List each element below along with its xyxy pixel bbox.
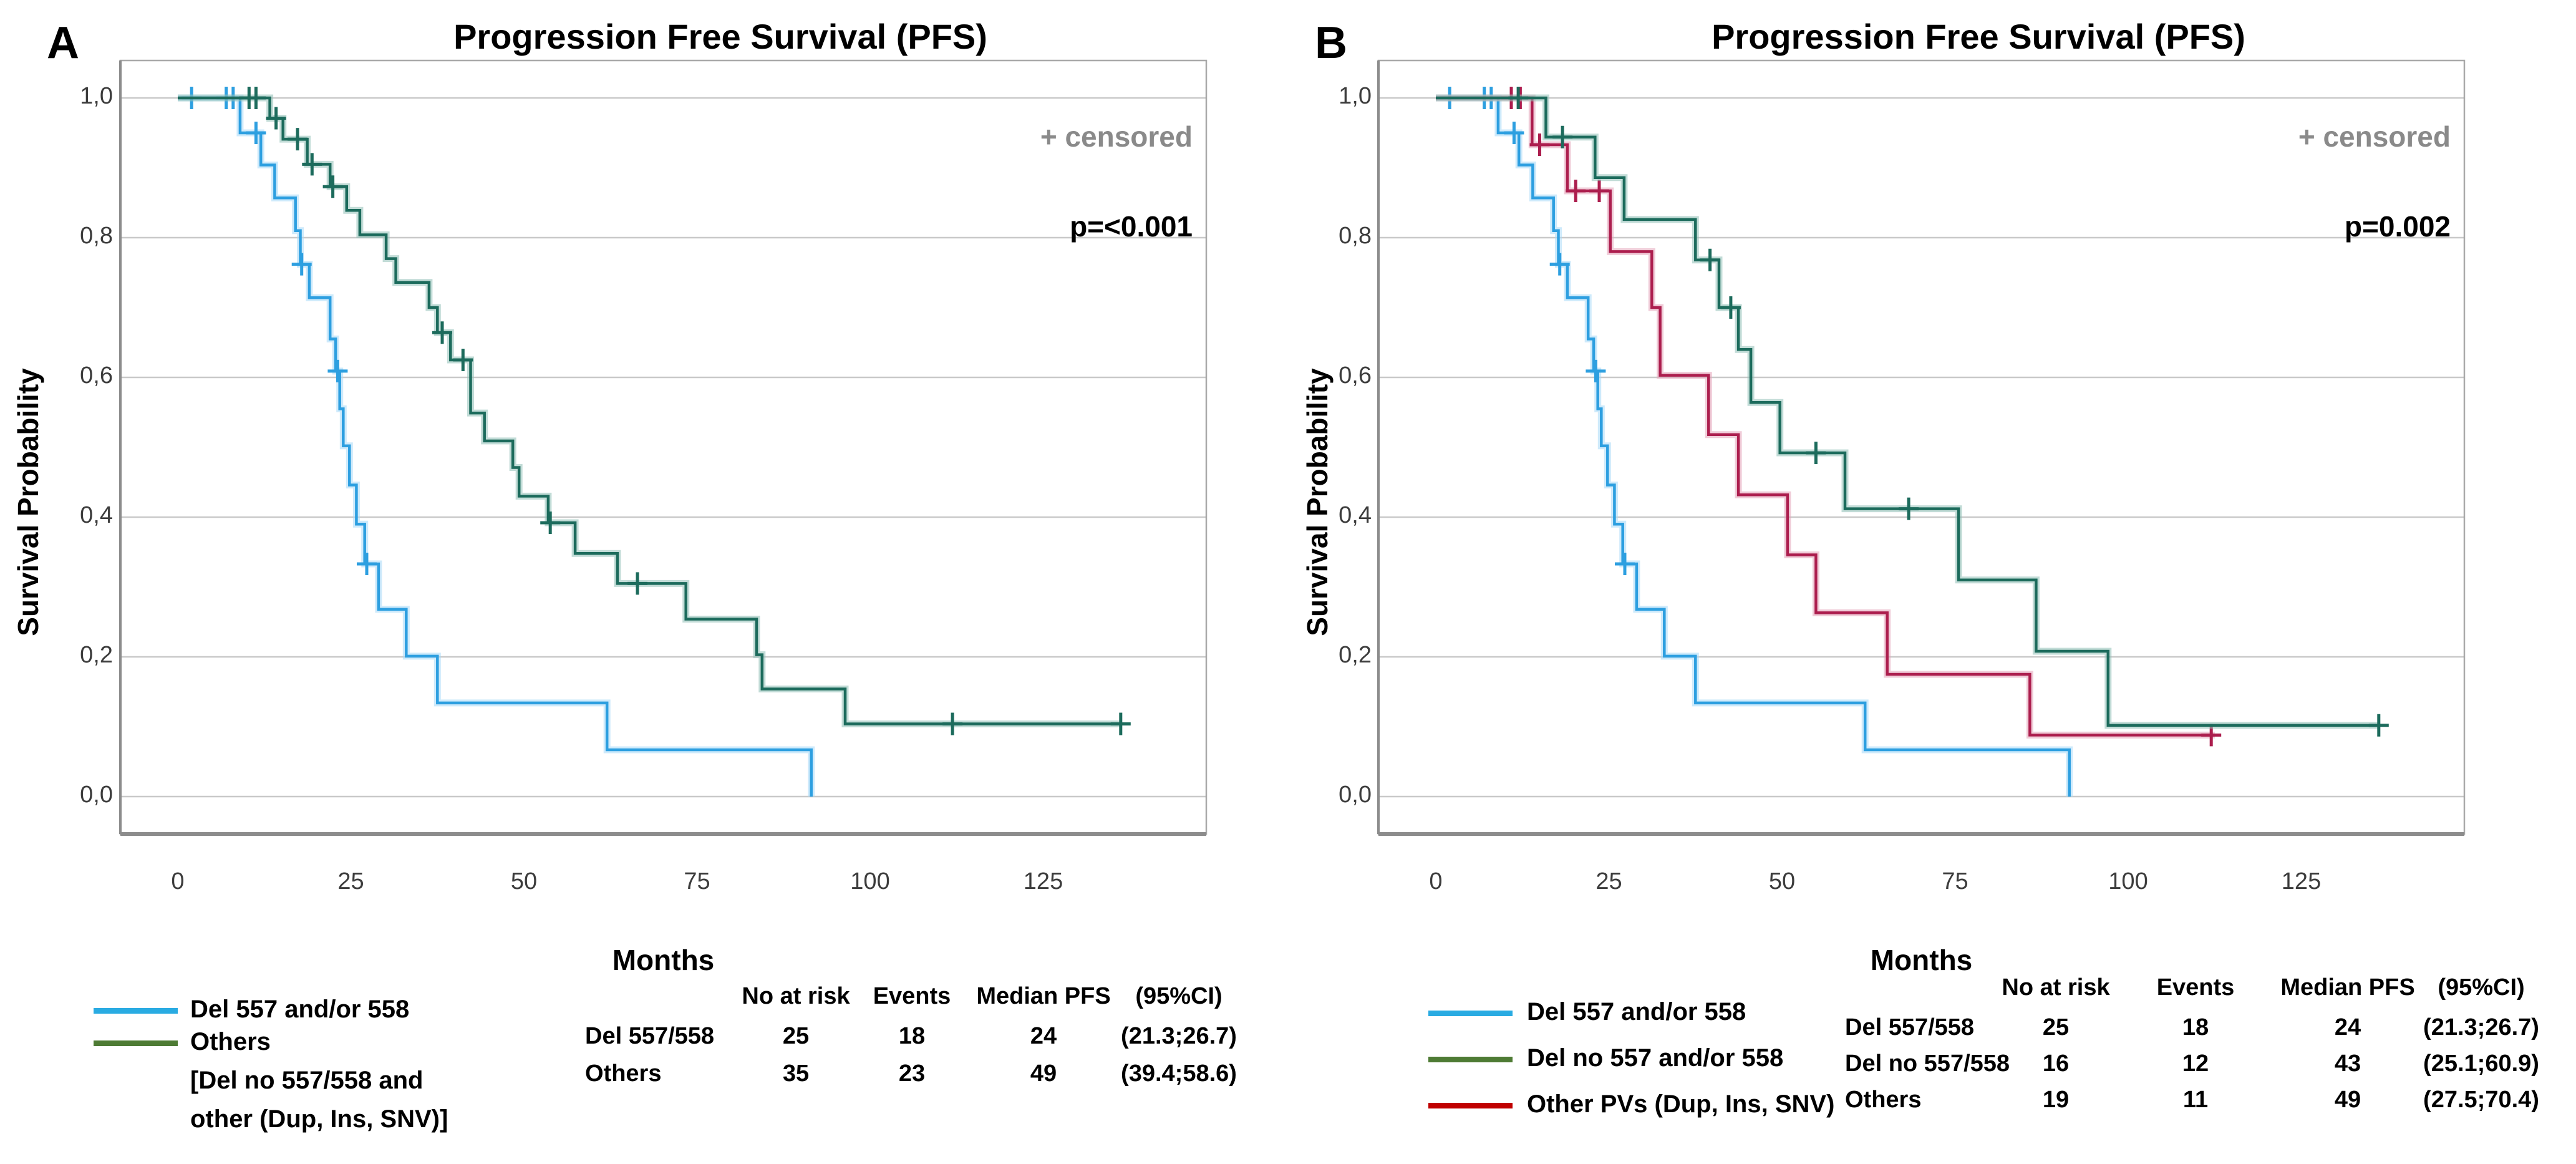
table-header: Median PFS	[976, 983, 1111, 1009]
x-tick-label: 100	[850, 868, 890, 895]
y-tick-clip: 0,8	[1339, 223, 1373, 254]
x-tick-label: 0	[171, 868, 185, 895]
y-tick-label: 0,4	[1339, 502, 1372, 528]
legend-item-label: Others	[190, 1028, 271, 1055]
table-header: (95%CI)	[1135, 983, 1223, 1009]
y-tick-clip: 0,6	[1339, 362, 1373, 394]
x-tick-label: 100	[2108, 868, 2148, 895]
y-tick-clip: 0,0	[1339, 782, 1373, 813]
y-tick-clip: 0,4	[1339, 502, 1373, 533]
x-axis-title: Months	[1870, 944, 1973, 976]
table-cell: 25	[782, 1023, 810, 1049]
x-tick-label: 25	[337, 868, 364, 895]
table-row-label: Others	[585, 1060, 662, 1087]
x-tick-label: 75	[1942, 868, 1968, 895]
table-cell: (25.1;60.9)	[2423, 1050, 2539, 1077]
y-tick-clip: 0,2	[1339, 642, 1373, 673]
y-tick-label: 0,8	[80, 223, 113, 249]
y-tick-label: 1,0	[80, 83, 113, 109]
table-cell: 18	[2182, 1014, 2209, 1040]
y-tick-label: 0,0	[1339, 782, 1372, 808]
table-row-label: Del 557/558	[1845, 1014, 1975, 1040]
table-header: No at risk	[742, 983, 850, 1009]
table-cell: 49	[2334, 1087, 2361, 1113]
y-tick-label: 0,6	[1339, 362, 1372, 389]
chart-title: Progression Free Survival (PFS)	[453, 17, 987, 56]
table-cell: 35	[782, 1060, 810, 1087]
p-value-label: p=0.002	[2344, 210, 2451, 243]
legend-swatch	[94, 1008, 178, 1014]
legend-item-label: Del 557 and/or 558	[1527, 998, 1746, 1026]
y-tick-label: 0,2	[80, 642, 113, 668]
survival-curve	[1436, 96, 2379, 727]
panel-letter: B	[1315, 18, 1347, 68]
table-cell: 12	[2182, 1050, 2209, 1077]
legend-swatch	[1428, 1011, 1513, 1016]
table-cell: 16	[2042, 1050, 2070, 1077]
y-tick-label: 0,4	[80, 502, 113, 528]
x-tick-label: 50	[510, 868, 538, 895]
legend-item-label: Del no 557 and/or 558	[1527, 1044, 1784, 1072]
censor-marks	[1508, 87, 2389, 737]
x-tick-label: 25	[1595, 868, 1622, 895]
table-cell: (39.4;58.6)	[1121, 1060, 1237, 1087]
table-cell: 18	[898, 1023, 926, 1049]
table-cell: 25	[2042, 1014, 2070, 1040]
x-axis-title: Months	[612, 944, 715, 976]
legend-swatch	[1428, 1103, 1513, 1108]
table-cell: 43	[2334, 1050, 2361, 1077]
censor-marks	[239, 87, 1131, 735]
survival-curve	[1436, 96, 2071, 797]
table-header: No at risk	[2002, 974, 2110, 1001]
table-cell: 49	[1030, 1060, 1057, 1087]
y-axis-title: Survival Probability	[1301, 368, 1334, 636]
table-cell: 23	[898, 1060, 926, 1087]
legend-swatch	[94, 1040, 178, 1046]
censored-note: + censored	[1040, 120, 1193, 153]
y-tick-label: 1,0	[1339, 83, 1372, 109]
table-cell: (27.5;70.4)	[2423, 1087, 2539, 1113]
legend-item-label: Del 557 and/or 558	[190, 996, 410, 1023]
table-header: (95%CI)	[2438, 974, 2525, 1001]
x-tick-label: 0	[1429, 868, 1443, 895]
table-header: Median PFS	[2280, 974, 2415, 1001]
legend-item-label: Other PVs (Dup, Ins, SNV)	[1527, 1090, 1835, 1118]
table-cell: (21.3;26.7)	[2423, 1014, 2539, 1040]
x-tick-label: 125	[1023, 868, 1063, 895]
legend-item-label: other (Dup, Ins, SNV)]	[190, 1105, 448, 1133]
x-tick-label: 75	[684, 868, 710, 895]
y-tick-label: 0,8	[1339, 223, 1372, 249]
table-header: Events	[2156, 974, 2235, 1001]
table-row-label: Del no 557/558	[1845, 1050, 2010, 1077]
legend-swatch	[1428, 1057, 1513, 1062]
table-row-label: Del 557/558	[585, 1023, 715, 1049]
table-cell: 11	[2182, 1087, 2209, 1113]
survival-curve	[178, 96, 813, 797]
y-tick-label: 0,6	[80, 362, 113, 389]
table-header: Events	[873, 983, 951, 1009]
panel-letter: A	[47, 18, 79, 68]
table-cell: 19	[2042, 1087, 2070, 1113]
table-cell: 24	[1030, 1023, 1057, 1049]
censored-note: + censored	[2298, 120, 2451, 153]
table-cell: (21.3;26.7)	[1121, 1023, 1237, 1049]
legend-item-label: [Del no 557/558 and	[190, 1067, 424, 1094]
p-value-label: p=<0.001	[1070, 210, 1193, 243]
x-tick-label: 50	[1768, 868, 1796, 895]
table-row-label: Others	[1845, 1087, 1922, 1113]
chart-title: Progression Free Survival (PFS)	[1712, 17, 2245, 56]
y-tick-clip: 1,0	[1339, 83, 1373, 114]
x-tick-label: 125	[2281, 868, 2322, 895]
table-cell: 24	[2334, 1014, 2361, 1040]
survival-curve	[1436, 96, 2215, 737]
y-tick-label: 0,2	[1339, 642, 1372, 668]
y-tick-label: 0,0	[80, 782, 113, 808]
